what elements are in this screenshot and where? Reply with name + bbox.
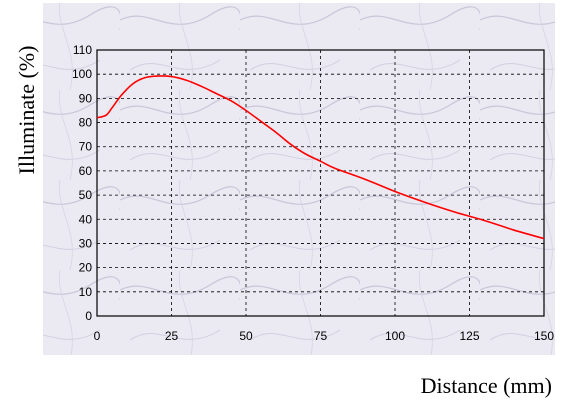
y-tick-label: 50 <box>79 188 93 202</box>
y-tick-label: 60 <box>79 164 93 178</box>
x-tick-label: 150 <box>534 329 554 343</box>
x-tick-label: 0 <box>94 329 101 343</box>
y-tick-label: 100 <box>72 67 92 81</box>
x-tick-label: 75 <box>314 329 328 343</box>
y-tick-label: 20 <box>79 261 93 275</box>
y-tick-label: 90 <box>79 91 93 105</box>
x-tick-label: 25 <box>165 329 179 343</box>
y-tick-label: 70 <box>79 140 93 154</box>
y-tick-label: 0 <box>85 309 92 323</box>
y-tick-label: 30 <box>79 236 93 250</box>
y-tick-label: 80 <box>79 116 93 130</box>
x-tick-label: 125 <box>459 329 479 343</box>
y-axis-title: Illuminate (%) <box>14 46 39 175</box>
figure-background <box>43 3 555 355</box>
x-tick-label: 50 <box>239 329 253 343</box>
x-tick-label: 100 <box>385 329 405 343</box>
y-tick-label: 40 <box>79 212 93 226</box>
y-tick-label: 110 <box>73 43 92 57</box>
x-axis-title: Distance (mm) <box>421 373 552 398</box>
y-tick-label: 10 <box>79 285 93 299</box>
